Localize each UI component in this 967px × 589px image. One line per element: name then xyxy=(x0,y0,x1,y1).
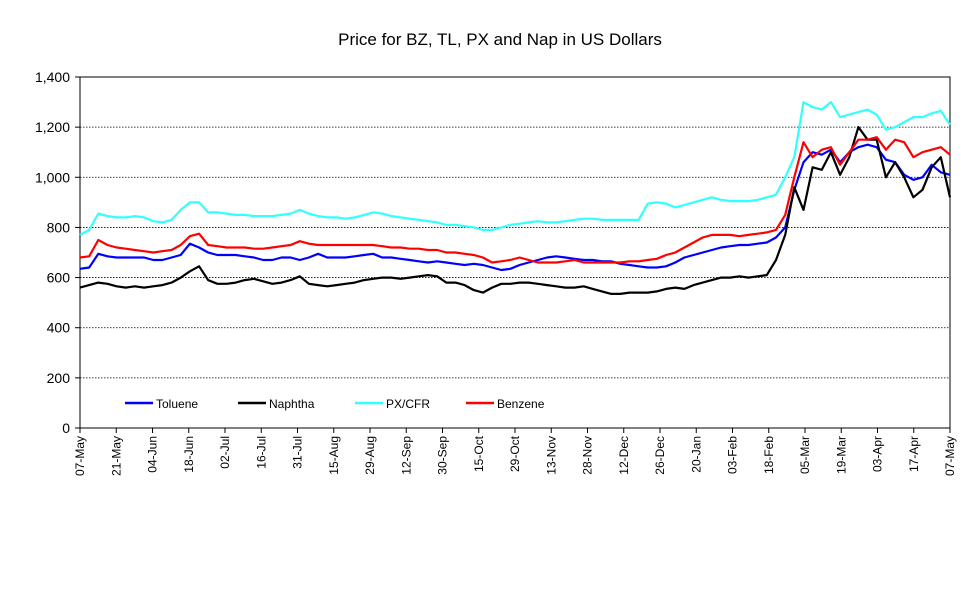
x-tick-label: 18-Jun xyxy=(182,436,196,473)
series-line-toluene xyxy=(79,143,951,272)
series-lines xyxy=(79,100,952,295)
y-axis-ticks: 0 200 400 600 800 1,000 1,200 1,400 xyxy=(35,69,80,436)
x-tick-label: 03-Apr xyxy=(871,436,885,472)
x-tick-label: 19-Mar xyxy=(834,436,848,474)
x-tick-label: 18-Feb xyxy=(762,436,776,474)
y-tick-label: 1,200 xyxy=(35,119,70,135)
x-tick-label: 12-Sep xyxy=(399,436,413,475)
x-tick-label: 29-Aug xyxy=(363,436,377,475)
x-tick-label: 07-May xyxy=(943,436,957,476)
x-axis-ticks: 07-May 21-May 04-Jun 18-Jun 02-Jul 16-Jul 31-J… xyxy=(73,428,957,476)
x-tick-label: 28-Nov xyxy=(581,436,595,475)
x-tick-label: 07-May xyxy=(73,436,87,476)
legend-label: PX/CFR xyxy=(386,397,430,411)
y-tick-label: 200 xyxy=(47,370,71,386)
x-tick-label: 29-Oct xyxy=(508,435,522,472)
y-tick-label: 400 xyxy=(47,320,71,336)
legend-label: Naphtha xyxy=(269,397,315,411)
x-tick-label: 02-Jul xyxy=(218,436,232,469)
x-tick-label: 20-Jan xyxy=(689,436,703,473)
chart-title: Price for BZ, TL, PX and Nap in US Dolla… xyxy=(338,30,662,49)
legend-label: Benzene xyxy=(497,397,545,411)
y-tick-label: 0 xyxy=(62,420,70,436)
x-tick-label: 31-Jul xyxy=(291,436,305,469)
legend: Toluene Naphtha PX/CFR Benzene xyxy=(125,397,545,411)
x-tick-label: 12-Dec xyxy=(617,436,631,475)
series-line-naphtha xyxy=(79,125,952,295)
x-tick-label: 15-Aug xyxy=(327,436,341,475)
x-tick-label: 30-Sep xyxy=(436,436,450,475)
x-tick-label: 15-Oct xyxy=(472,435,486,472)
legend-label: Toluene xyxy=(156,397,198,411)
series-line-benzene xyxy=(79,136,951,264)
y-tick-label: 800 xyxy=(47,219,71,235)
x-tick-label: 26-Dec xyxy=(653,436,667,475)
x-tick-label: 17-Apr xyxy=(907,436,921,472)
gridlines xyxy=(80,126,950,379)
x-tick-label: 16-Jul xyxy=(254,436,268,469)
x-tick-label: 04-Jun xyxy=(146,436,160,473)
x-tick-label: 03-Feb xyxy=(726,436,740,474)
series-line-px-cfr xyxy=(79,100,951,236)
x-tick-label: 05-Mar xyxy=(798,436,812,474)
y-tick-label: 1,000 xyxy=(35,169,70,185)
y-tick-label: 1,400 xyxy=(35,69,70,85)
y-tick-label: 600 xyxy=(47,270,71,286)
x-tick-label: 21-May xyxy=(109,436,123,476)
x-tick-label: 13-Nov xyxy=(544,436,558,475)
